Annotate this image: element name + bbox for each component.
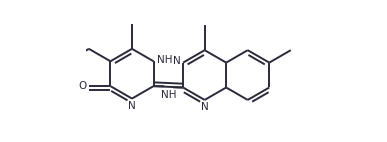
Text: O: O bbox=[79, 81, 87, 91]
Text: NH: NH bbox=[161, 90, 176, 100]
Text: N: N bbox=[201, 102, 209, 112]
Text: NH: NH bbox=[157, 55, 172, 65]
Text: N: N bbox=[128, 101, 136, 111]
Text: N: N bbox=[173, 56, 180, 66]
